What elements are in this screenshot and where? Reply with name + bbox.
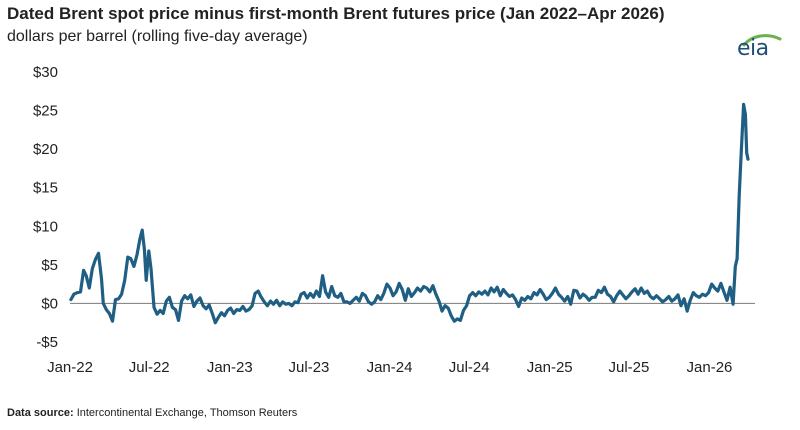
data-source-label: Data source:	[7, 407, 74, 419]
chart-title: Dated Brent spot price minus first-month…	[7, 4, 665, 23]
y-tick-label: $10	[33, 218, 58, 235]
eia-logo-swoosh-icon	[742, 34, 782, 47]
x-tick-label: Jan-23	[207, 359, 253, 376]
eia-logo: eia	[737, 36, 769, 61]
y-axis: $30 $25 $20 $15 $10 $5 $0 -$5	[33, 64, 58, 351]
x-tick-label: Jul-22	[129, 359, 170, 376]
y-tick-label: $20	[33, 141, 58, 158]
x-tick-label: Jan-26	[687, 359, 733, 376]
x-tick-label: Jul-23	[289, 359, 330, 376]
x-tick-label: Jan-25	[527, 359, 573, 376]
x-tick-label: Jul-24	[449, 359, 490, 376]
x-tick-label: Jan-24	[367, 359, 413, 376]
data-source-note: Data source: Intercontinental Exchange, …	[7, 407, 297, 419]
y-tick-label: $15	[33, 180, 58, 197]
x-tick-label: Jan-22	[47, 359, 93, 376]
y-tick-label: -$5	[36, 334, 58, 351]
chart-subtitle: dollars per barrel (rolling five-day ave…	[7, 28, 308, 45]
y-tick-label: $5	[41, 257, 58, 274]
y-tick-label: $30	[33, 64, 58, 81]
data-source-text: Intercontinental Exchange, Thomson Reute…	[76, 407, 298, 419]
y-tick-label: $0	[41, 295, 58, 312]
series-line	[69, 102, 750, 325]
y-tick-label: $25	[33, 103, 58, 120]
x-tick-label: Jul-25	[609, 359, 650, 376]
x-axis: Jan-22 Jul-22 Jan-23 Jul-23 Jan-24 Jul-24 Jan-…	[47, 359, 732, 376]
